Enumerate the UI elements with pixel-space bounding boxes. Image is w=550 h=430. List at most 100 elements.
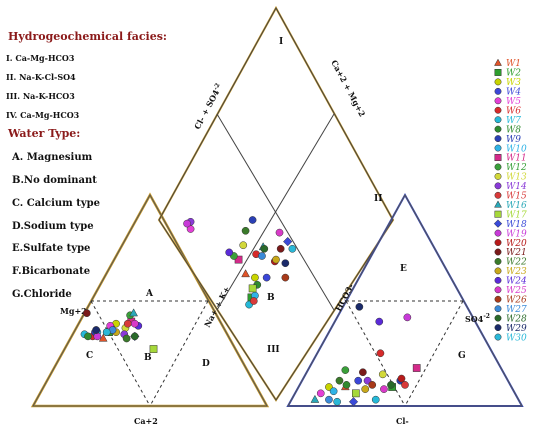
- diamond-point-w17: [248, 284, 257, 293]
- anion-point-w26: [368, 381, 377, 389]
- water-type-g: G.Chloride: [12, 289, 72, 300]
- cation-bottom-label: Ca+2: [134, 416, 158, 426]
- legend-marker-w24: [494, 276, 502, 284]
- legend-label-w6: W6: [506, 106, 521, 116]
- legend-marker-w22: [494, 258, 502, 265]
- legend-marker-w15: [494, 191, 502, 199]
- diamond-point-w25: [275, 228, 284, 237]
- legend-marker-w30: [494, 333, 502, 341]
- anion-point-w19: [403, 313, 412, 322]
- legend-label-w20: W20: [506, 239, 527, 249]
- cation-point-w19: [93, 332, 102, 341]
- anion-point-w17: [352, 389, 360, 398]
- anion-point-w22: [335, 376, 344, 385]
- legend-marker-w12: [494, 163, 502, 171]
- legend-label-w5: W5: [506, 97, 521, 107]
- legend-marker-w25: [494, 286, 502, 294]
- legend-marker-w18: [493, 219, 503, 228]
- diamond-zone-b: B: [267, 293, 275, 303]
- legend-label-w4: W4: [506, 88, 521, 98]
- facies-4: IV. Ca-Mg-HCO3: [6, 110, 80, 120]
- legend-label-w15: W15: [506, 192, 527, 202]
- legend-label-w19: W19: [506, 229, 527, 239]
- legend-marker-w3: [494, 78, 502, 86]
- diamond-point-w30: [288, 244, 297, 253]
- diamond-point-w15: [249, 297, 258, 305]
- legend-label-w26: W26: [506, 295, 527, 305]
- legend-label-w22: W22: [506, 258, 527, 268]
- legend-marker-w8: [494, 125, 502, 133]
- legend-marker-w6: [494, 106, 502, 114]
- cation-side-label: Na+ + K+: [202, 284, 232, 329]
- legend-marker-w23: [494, 267, 502, 275]
- water-type-e: E.Sulfate type: [12, 243, 90, 254]
- legend-label-w8: W8: [506, 125, 521, 135]
- diamond-point-w28: [260, 244, 269, 253]
- water-type-f: F.Bicarbonate: [12, 266, 90, 277]
- anion-zone-g: G: [458, 351, 466, 361]
- cation-point-w28: [130, 332, 139, 341]
- cation-zone-c: C: [86, 351, 93, 361]
- anion-point-w12: [341, 366, 350, 374]
- legend-label-w23: W23: [506, 267, 527, 277]
- water-type-b: B.No dominant: [12, 175, 97, 186]
- cation-dashed-left: [90, 300, 151, 407]
- water-type-d: D.Sodium type: [12, 221, 94, 232]
- legend-marker-w29: [494, 324, 502, 332]
- diamond-zone-iii: III: [267, 345, 280, 355]
- anion-dashed-left: [345, 300, 406, 407]
- anion-point-w30: [333, 397, 341, 406]
- legend-marker-w14: [494, 182, 502, 190]
- legend-label-w12: W12: [506, 163, 527, 173]
- anion-triangle-outline-blue: [286, 192, 524, 407]
- legend-label-w28: W28: [506, 314, 527, 324]
- facies-1: I. Ca-Mg-HCO3: [6, 53, 75, 63]
- diamond-point-w13: [239, 241, 248, 250]
- diamond-point-w4: [262, 273, 271, 282]
- anion-point-w10: [329, 387, 338, 396]
- anion-bottom-label: Cl-: [396, 416, 409, 426]
- water-type-c: C. Calcium type: [12, 198, 100, 209]
- diamond-right-label: Ca+2 + Mg+2: [329, 58, 367, 118]
- legend-marker-w17: [494, 210, 502, 218]
- diamond-point-w23: [272, 255, 280, 264]
- legend-marker-w27: [494, 305, 502, 313]
- anion-point-w15: [401, 381, 409, 389]
- cation-point-w21: [82, 309, 91, 318]
- cation-point-w29: [92, 326, 101, 334]
- diamond-point-w29: [281, 259, 290, 268]
- diamond-point-w24: [225, 248, 234, 257]
- diamond-point-w22: [241, 226, 250, 235]
- legend-marker-w21: [494, 248, 502, 256]
- legend-label-w30: W30: [506, 333, 527, 343]
- anion-point-w11: [412, 364, 421, 372]
- cation-point-w25: [130, 319, 139, 328]
- anion-point-w13: [378, 370, 387, 379]
- anion-side-label: HCO3-: [333, 282, 356, 313]
- diamond-left-label: Cl- + SO4-2: [192, 82, 224, 131]
- anion-point-w23: [361, 385, 370, 393]
- legend-label-w1: W1: [506, 59, 521, 69]
- legend-label-w21: W21: [506, 248, 527, 258]
- legend-marker-w13: [494, 172, 502, 180]
- anion-dashed-right: [404, 300, 464, 407]
- anion-triangle-outline: [287, 193, 523, 407]
- cation-zone-d: D: [202, 359, 210, 369]
- legend-label-w25: W25: [506, 286, 527, 296]
- data-points: [80, 216, 421, 407]
- legend-marker-w11: [494, 154, 502, 161]
- legend-label-w27: W27: [506, 305, 527, 315]
- legend-label-w18: W18: [506, 220, 527, 230]
- diamond-point-w21: [276, 244, 285, 253]
- cation-point-w17: [149, 345, 158, 353]
- legend-marker-w7: [494, 116, 502, 124]
- facies-3: III. Na-K-HCO3: [6, 91, 75, 101]
- legend-marker-w16: [494, 200, 502, 208]
- diamond-point-w18: [283, 236, 293, 247]
- legend-marker-w20: [494, 239, 502, 247]
- water-type-title: Water Type:: [7, 127, 80, 140]
- legend-marker-w4: [494, 87, 502, 95]
- legend-label-w9: W9: [506, 135, 521, 145]
- anion-point-w20: [397, 374, 406, 383]
